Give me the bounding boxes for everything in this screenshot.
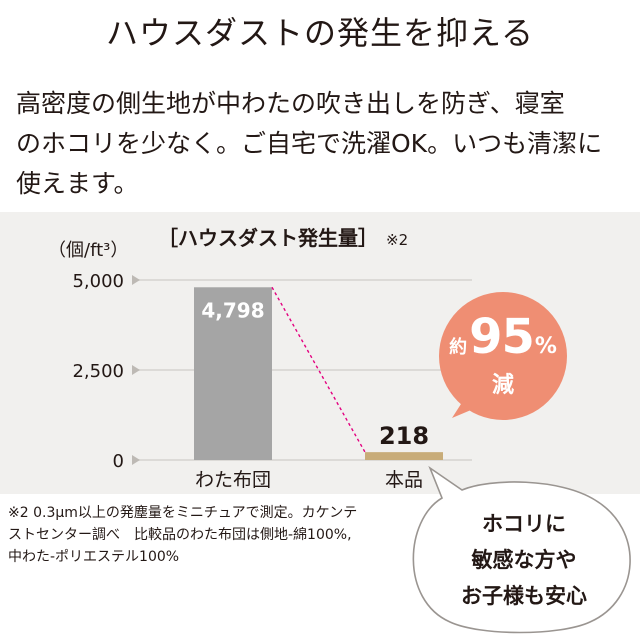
chart-title-note: ※2 (386, 231, 408, 249)
bubble-line: 敏感な方や (471, 548, 577, 572)
tick-marker (132, 275, 140, 285)
bubble-line: お子様も安心 (461, 584, 587, 608)
badge-row: 約 95 % (449, 313, 557, 361)
page-title: ハウスダストの発生を抑える (105, 14, 535, 52)
description-line: 高密度の側生地が中わたの吹き出しを防ぎ、寝室 (16, 89, 565, 118)
y-tick-label: 2,500 (72, 361, 124, 382)
badge-number: 95 (469, 309, 535, 365)
description-line: のホコリを少なく。ご自宅で洗濯OK。いつも清潔に (16, 129, 603, 158)
tick-marker (132, 455, 140, 465)
description-line: 使えます。 (16, 169, 139, 198)
description: 高密度の側生地が中わたの吹き出しを防ぎ、寝室 のホコリを少なく。ご自宅で洗濯OK… (16, 84, 616, 204)
speech-bubble-text: ホコリに 敏感な方や お子様も安心 (413, 500, 635, 620)
badge-unit: % (534, 334, 557, 359)
footnote-line: ※2 0.3μm以上の発塵量をミニチュアで測定。カケンテ (8, 505, 358, 521)
data-label: 218 (379, 422, 429, 450)
y-axis-label: （個/ft³） (48, 240, 128, 261)
house-dust-chart: （個/ft³） ［ハウスダスト発生量］ ※2 0 2,500 5,000 わた布団 本品 4,7… (48, 226, 567, 491)
footnote-line: ストセンター調べ 比較品のわた布団は側地-綿100%, (8, 527, 352, 543)
badge-circle (439, 292, 567, 420)
x-category-label: 本品 (385, 469, 423, 491)
footnote: ※2 0.3μm以上の発塵量をミニチュアで測定。カケンテ ストセンター調べ 比較… (8, 502, 408, 568)
reduction-connector (271, 286, 366, 453)
bubble-line: ホコリに (482, 512, 566, 536)
y-tick-label: 0 (113, 451, 124, 472)
chart-title: ［ハウスダスト発生量］ (158, 226, 378, 250)
tick-marker (132, 365, 140, 375)
badge-prefix: 約 (449, 337, 468, 358)
bar-1 (365, 452, 443, 460)
data-label: 4,798 (201, 298, 264, 322)
reduction-badge: 約 95 % 減 (438, 296, 568, 416)
bar-0 (194, 287, 272, 460)
footnote-line: 中わた-ポリエステル100% (8, 549, 180, 565)
x-category-label: わた布団 (195, 469, 271, 491)
badge-suffix: 減 (491, 373, 514, 398)
y-tick-label: 5,000 (72, 271, 124, 292)
